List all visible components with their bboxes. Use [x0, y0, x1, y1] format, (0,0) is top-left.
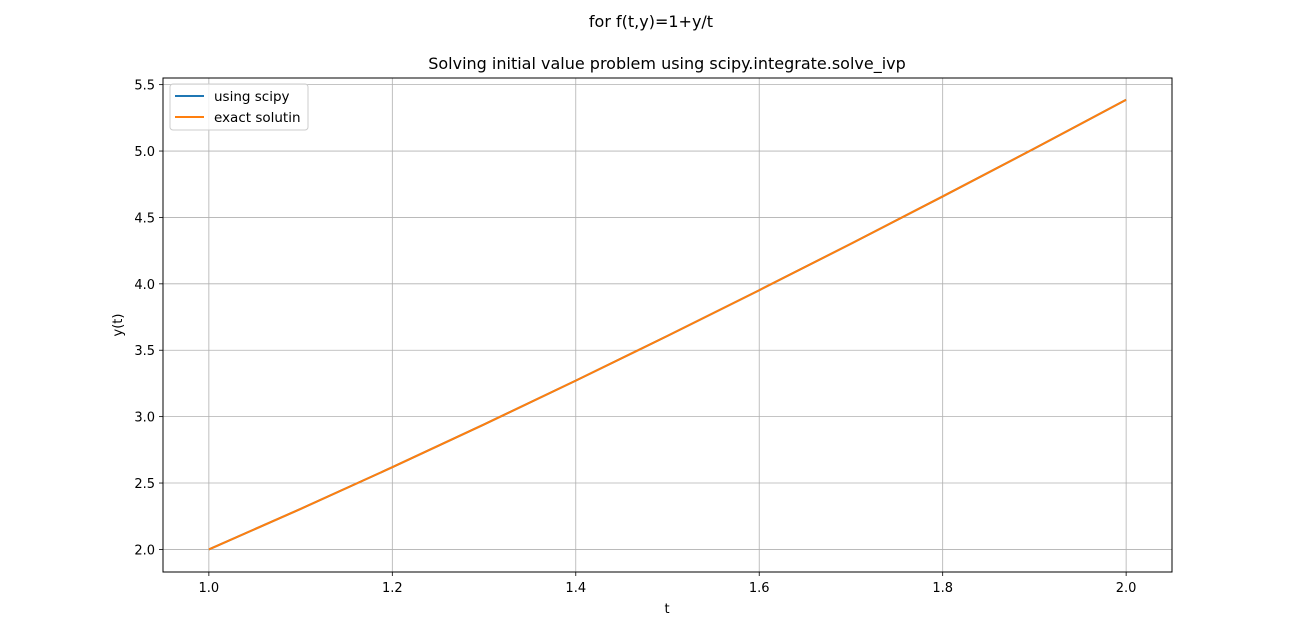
x-tick-label: 1.2 [382, 581, 403, 596]
x-tick-label: 1.8 [932, 581, 953, 596]
legend-label-using-scipy: using scipy [214, 89, 290, 105]
x-tick-label: 1.4 [565, 581, 586, 596]
chart-title: Solving initial value problem using scip… [428, 54, 906, 74]
legend-label-exact-solutin: exact solutin [214, 110, 301, 126]
y-axis-ticks: 2.0 2.5 3.0 3.5 4.0 4.5 5.0 5.5 [134, 79, 163, 558]
plot-frame [162, 77, 1173, 573]
series-layer [208, 98, 1127, 551]
x-tick-label: 2.0 [1116, 581, 1137, 596]
x-tick-label: 1.0 [199, 581, 220, 596]
y-tick-label: 4.5 [134, 211, 155, 226]
legend: using scipy exact solutin [169, 83, 309, 131]
y-tick-label: 3.0 [134, 411, 155, 426]
y-tick-label: 2.5 [134, 477, 155, 492]
series-line-exact-solutin [208, 98, 1127, 551]
grid [163, 78, 1172, 572]
y-tick-label: 5.5 [134, 79, 155, 94]
y-tick-label: 5.0 [134, 145, 155, 160]
x-axis-ticks: 1.0 1.2 1.4 1.6 1.8 2.0 [199, 572, 1137, 596]
figure-suptitle: for f(t,y)=1+y/t [589, 12, 713, 31]
y-tick-label: 2.0 [134, 543, 155, 558]
y-tick-label: 4.0 [134, 278, 155, 293]
legend-box [169, 83, 309, 131]
x-axis-label: t [664, 602, 669, 617]
series-line-using-scipy [208, 98, 1127, 551]
y-axis-label: y(t) [111, 314, 126, 337]
x-tick-label: 1.6 [749, 581, 770, 596]
y-tick-label: 3.5 [134, 344, 155, 359]
